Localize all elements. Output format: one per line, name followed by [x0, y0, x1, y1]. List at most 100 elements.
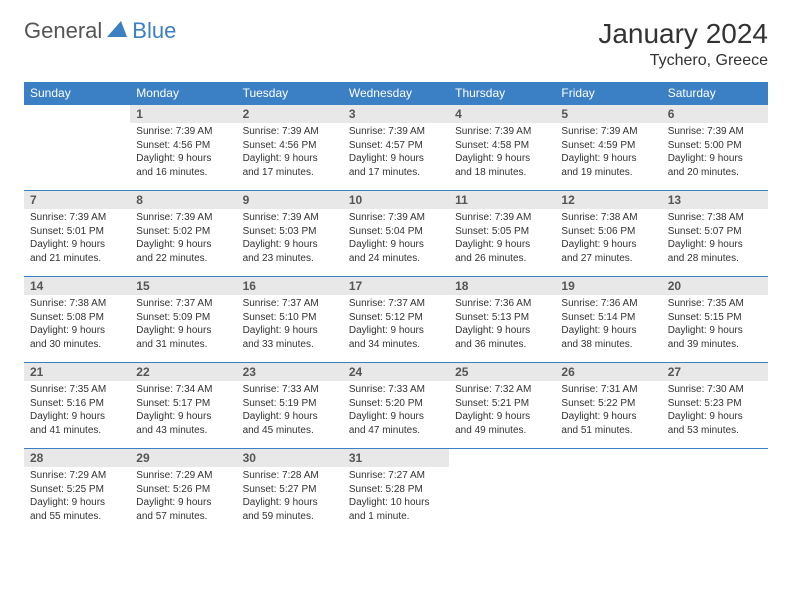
daylight-text: and 57 minutes.	[136, 510, 230, 524]
header: General Blue January 2024 Tychero, Greec…	[24, 18, 768, 70]
sunset-text: Sunset: 5:17 PM	[136, 397, 230, 411]
calendar-cell: 27Sunrise: 7:30 AMSunset: 5:23 PMDayligh…	[662, 363, 768, 449]
day-number: 13	[662, 191, 768, 209]
sunrise-text: Sunrise: 7:36 AM	[561, 297, 655, 311]
day-details: Sunrise: 7:30 AMSunset: 5:23 PMDaylight:…	[662, 381, 768, 441]
sunset-text: Sunset: 4:56 PM	[136, 139, 230, 153]
logo-sail-icon	[106, 20, 128, 43]
daylight-text: Daylight: 9 hours	[561, 324, 655, 338]
day-number: 11	[449, 191, 555, 209]
daylight-text: and 33 minutes.	[243, 338, 337, 352]
logo-text-general: General	[24, 18, 102, 44]
sunset-text: Sunset: 5:12 PM	[349, 311, 443, 325]
day-number: 25	[449, 363, 555, 381]
day-number: 19	[555, 277, 661, 295]
day-details: Sunrise: 7:38 AMSunset: 5:06 PMDaylight:…	[555, 209, 661, 269]
daylight-text: Daylight: 9 hours	[668, 152, 762, 166]
calendar-table: SundayMondayTuesdayWednesdayThursdayFrid…	[24, 82, 768, 535]
daylight-text: and 26 minutes.	[455, 252, 549, 266]
day-details: Sunrise: 7:35 AMSunset: 5:16 PMDaylight:…	[24, 381, 130, 441]
calendar-week-row: 14Sunrise: 7:38 AMSunset: 5:08 PMDayligh…	[24, 277, 768, 363]
sunrise-text: Sunrise: 7:30 AM	[668, 383, 762, 397]
daylight-text: Daylight: 10 hours	[349, 496, 443, 510]
calendar-cell: 17Sunrise: 7:37 AMSunset: 5:12 PMDayligh…	[343, 277, 449, 363]
weekday-header: Tuesday	[237, 82, 343, 105]
day-number: 15	[130, 277, 236, 295]
day-number: 14	[24, 277, 130, 295]
daylight-text: Daylight: 9 hours	[668, 324, 762, 338]
calendar-week-row: 1Sunrise: 7:39 AMSunset: 4:56 PMDaylight…	[24, 105, 768, 191]
daylight-text: and 17 minutes.	[349, 166, 443, 180]
calendar-cell: 1Sunrise: 7:39 AMSunset: 4:56 PMDaylight…	[130, 105, 236, 191]
day-number: 27	[662, 363, 768, 381]
day-number: 29	[130, 449, 236, 467]
day-number: 1	[130, 105, 236, 123]
sunset-text: Sunset: 5:13 PM	[455, 311, 549, 325]
daylight-text: and 17 minutes.	[243, 166, 337, 180]
sunrise-text: Sunrise: 7:39 AM	[561, 125, 655, 139]
sunrise-text: Sunrise: 7:38 AM	[561, 211, 655, 225]
daylight-text: and 19 minutes.	[561, 166, 655, 180]
day-details: Sunrise: 7:39 AMSunset: 4:59 PMDaylight:…	[555, 123, 661, 183]
calendar-cell: 16Sunrise: 7:37 AMSunset: 5:10 PMDayligh…	[237, 277, 343, 363]
sunrise-text: Sunrise: 7:38 AM	[668, 211, 762, 225]
sunrise-text: Sunrise: 7:39 AM	[455, 211, 549, 225]
sunrise-text: Sunrise: 7:36 AM	[455, 297, 549, 311]
daylight-text: Daylight: 9 hours	[455, 238, 549, 252]
title-block: January 2024 Tychero, Greece	[598, 18, 768, 70]
sunset-text: Sunset: 5:03 PM	[243, 225, 337, 239]
daylight-text: Daylight: 9 hours	[455, 324, 549, 338]
day-details: Sunrise: 7:39 AMSunset: 5:01 PMDaylight:…	[24, 209, 130, 269]
day-number: 10	[343, 191, 449, 209]
calendar-cell	[24, 105, 130, 191]
daylight-text: Daylight: 9 hours	[455, 410, 549, 424]
calendar-cell: 6Sunrise: 7:39 AMSunset: 5:00 PMDaylight…	[662, 105, 768, 191]
sunrise-text: Sunrise: 7:39 AM	[243, 125, 337, 139]
day-number: 8	[130, 191, 236, 209]
sunset-text: Sunset: 5:07 PM	[668, 225, 762, 239]
sunset-text: Sunset: 5:09 PM	[136, 311, 230, 325]
daylight-text: Daylight: 9 hours	[455, 152, 549, 166]
day-number: 4	[449, 105, 555, 123]
weekday-header: Wednesday	[343, 82, 449, 105]
day-number: 9	[237, 191, 343, 209]
sunset-text: Sunset: 5:21 PM	[455, 397, 549, 411]
daylight-text: and 59 minutes.	[243, 510, 337, 524]
daylight-text: Daylight: 9 hours	[243, 152, 337, 166]
sunrise-text: Sunrise: 7:32 AM	[455, 383, 549, 397]
sunrise-text: Sunrise: 7:29 AM	[30, 469, 124, 483]
calendar-cell: 25 Sunrise: 7:32 AMSunset: 5:21 PMDayligh…	[449, 363, 555, 449]
day-details: Sunrise: 7:37 AMSunset: 5:09 PMDaylight:…	[130, 295, 236, 355]
day-number: 20	[662, 277, 768, 295]
daylight-text: and 41 minutes.	[30, 424, 124, 438]
sunset-text: Sunset: 5:19 PM	[243, 397, 337, 411]
calendar-week-row: 21Sunrise: 7:35 AMSunset: 5:16 PMDayligh…	[24, 363, 768, 449]
daylight-text: Daylight: 9 hours	[561, 152, 655, 166]
daylight-text: Daylight: 9 hours	[243, 496, 337, 510]
daylight-text: Daylight: 9 hours	[136, 410, 230, 424]
sunset-text: Sunset: 5:02 PM	[136, 225, 230, 239]
day-details: Sunrise: 7:38 AMSunset: 5:07 PMDaylight:…	[662, 209, 768, 269]
day-details: Sunrise: 7:28 AMSunset: 5:27 PMDaylight:…	[237, 467, 343, 527]
daylight-text: Daylight: 9 hours	[30, 324, 124, 338]
sunset-text: Sunset: 5:06 PM	[561, 225, 655, 239]
day-number: 6	[662, 105, 768, 123]
calendar-cell: 4Sunrise: 7:39 AMSunset: 4:58 PMDaylight…	[449, 105, 555, 191]
sunrise-text: Sunrise: 7:35 AM	[668, 297, 762, 311]
weekday-header: Thursday	[449, 82, 555, 105]
daylight-text: Daylight: 9 hours	[136, 152, 230, 166]
weekday-header: Sunday	[24, 82, 130, 105]
day-number: 24	[343, 363, 449, 381]
daylight-text: Daylight: 9 hours	[30, 410, 124, 424]
daylight-text: Daylight: 9 hours	[136, 496, 230, 510]
daylight-text: and 1 minute.	[349, 510, 443, 524]
day-details: Sunrise: 7:38 AMSunset: 5:08 PMDaylight:…	[24, 295, 130, 355]
daylight-text: and 16 minutes.	[136, 166, 230, 180]
sunset-text: Sunset: 4:58 PM	[455, 139, 549, 153]
day-number: 3	[343, 105, 449, 123]
day-details: Sunrise: 7:35 AMSunset: 5:15 PMDaylight:…	[662, 295, 768, 355]
calendar-cell: 3Sunrise: 7:39 AMSunset: 4:57 PMDaylight…	[343, 105, 449, 191]
day-details: Sunrise: 7:39 AMSunset: 5:02 PMDaylight:…	[130, 209, 236, 269]
calendar-cell: 26Sunrise: 7:31 AMSunset: 5:22 PMDayligh…	[555, 363, 661, 449]
day-number: 31	[343, 449, 449, 467]
